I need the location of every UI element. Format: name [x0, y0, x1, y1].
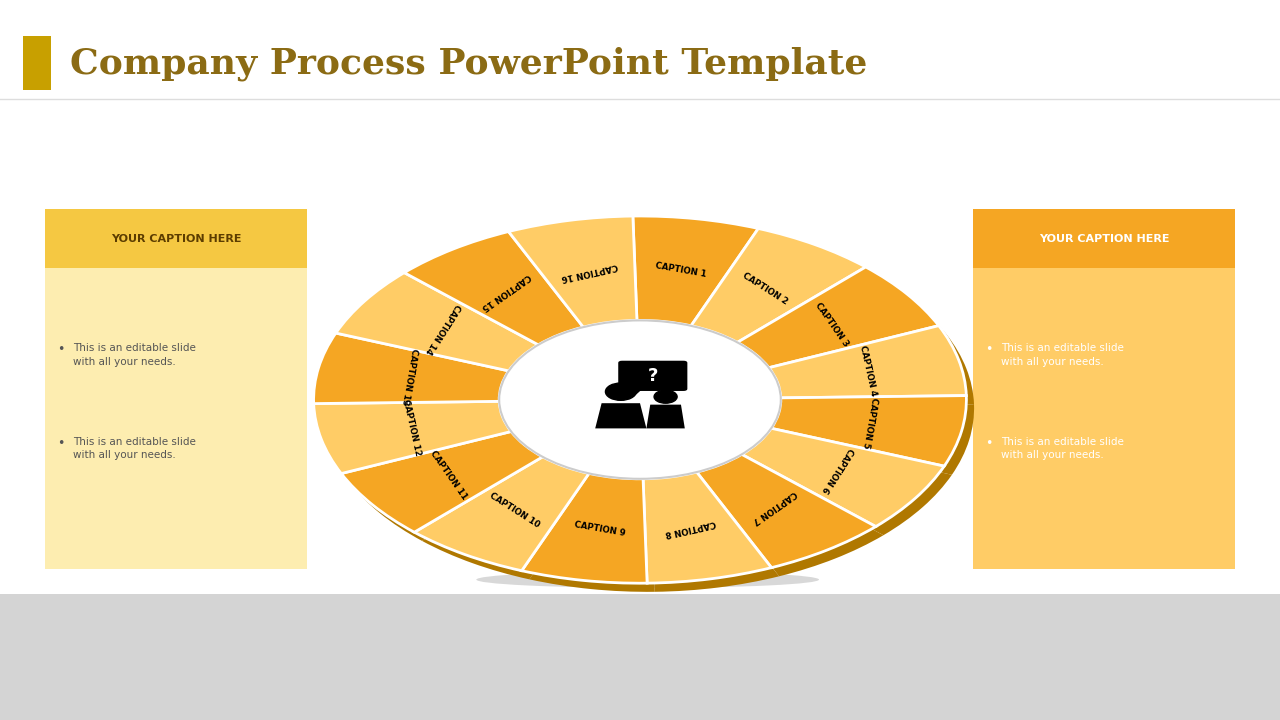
- Text: CAPTION 4: CAPTION 4: [858, 345, 878, 397]
- Wedge shape: [650, 481, 780, 592]
- Wedge shape: [530, 482, 655, 592]
- Wedge shape: [508, 216, 637, 327]
- Wedge shape: [321, 410, 518, 482]
- Wedge shape: [643, 472, 772, 583]
- Text: •: •: [58, 437, 65, 450]
- FancyBboxPatch shape: [973, 269, 1235, 569]
- Wedge shape: [415, 456, 589, 571]
- Wedge shape: [699, 237, 873, 351]
- Wedge shape: [314, 401, 511, 474]
- FancyBboxPatch shape: [618, 361, 687, 391]
- Text: CAPTION 2: CAPTION 2: [741, 271, 790, 307]
- Polygon shape: [646, 405, 685, 428]
- Text: CAPTION 5: CAPTION 5: [861, 396, 879, 449]
- FancyBboxPatch shape: [973, 209, 1235, 269]
- Text: Company Process PowerPoint Template: Company Process PowerPoint Template: [70, 46, 868, 81]
- Text: CAPTION 10: CAPTION 10: [488, 491, 541, 530]
- Text: This is an editable slide
with all your needs.: This is an editable slide with all your …: [73, 343, 196, 366]
- Text: CAPTION 8: CAPTION 8: [664, 518, 717, 538]
- Circle shape: [605, 383, 636, 400]
- Wedge shape: [342, 431, 543, 532]
- Text: CAPTION 11: CAPTION 11: [429, 449, 468, 501]
- Text: This is an editable slide
with all your needs.: This is an editable slide with all your …: [73, 437, 196, 461]
- Wedge shape: [412, 240, 591, 354]
- Text: CAPTION 12: CAPTION 12: [402, 399, 422, 457]
- Wedge shape: [691, 228, 865, 343]
- Wedge shape: [522, 474, 648, 583]
- Text: CAPTION 15: CAPTION 15: [480, 271, 532, 312]
- FancyBboxPatch shape: [45, 269, 307, 569]
- FancyBboxPatch shape: [23, 36, 51, 90]
- FancyBboxPatch shape: [45, 209, 307, 269]
- Text: •: •: [986, 343, 993, 356]
- Wedge shape: [516, 225, 645, 336]
- Wedge shape: [696, 454, 876, 567]
- Text: This is an editable slide
with all your needs.: This is an editable slide with all your …: [1001, 437, 1124, 461]
- Wedge shape: [780, 404, 974, 474]
- Wedge shape: [772, 395, 966, 466]
- Wedge shape: [749, 437, 952, 535]
- Wedge shape: [704, 463, 883, 576]
- Text: This is an editable slide
with all your needs.: This is an editable slide with all your …: [1001, 343, 1124, 366]
- Polygon shape: [595, 403, 646, 428]
- Text: CAPTION 16: CAPTION 16: [561, 261, 618, 282]
- Text: YOUR CAPTION HERE: YOUR CAPTION HERE: [1039, 233, 1169, 243]
- Text: CAPTION 6: CAPTION 6: [819, 446, 855, 495]
- Text: •: •: [58, 343, 65, 356]
- Wedge shape: [343, 282, 547, 379]
- Circle shape: [499, 320, 781, 479]
- Circle shape: [654, 390, 677, 403]
- Wedge shape: [335, 273, 539, 371]
- Wedge shape: [745, 276, 946, 377]
- Text: ?: ?: [648, 366, 658, 384]
- Text: CAPTION 13: CAPTION 13: [401, 348, 420, 406]
- Wedge shape: [422, 465, 596, 580]
- Wedge shape: [321, 342, 516, 413]
- Text: CAPTION 3: CAPTION 3: [813, 300, 850, 348]
- Wedge shape: [314, 333, 508, 404]
- Text: •: •: [986, 437, 993, 450]
- Wedge shape: [769, 325, 966, 398]
- Wedge shape: [404, 232, 584, 345]
- Wedge shape: [349, 440, 550, 541]
- Text: CAPTION 9: CAPTION 9: [573, 520, 626, 538]
- Text: CAPTION 1: CAPTION 1: [654, 261, 707, 279]
- Text: YOUR CAPTION HERE: YOUR CAPTION HERE: [111, 233, 241, 243]
- Wedge shape: [737, 267, 938, 368]
- Text: CAPTION 7: CAPTION 7: [750, 489, 797, 526]
- FancyBboxPatch shape: [0, 594, 1280, 720]
- Wedge shape: [741, 428, 945, 526]
- Wedge shape: [640, 225, 765, 334]
- Wedge shape: [632, 216, 758, 325]
- Text: CAPTION 14: CAPTION 14: [424, 302, 462, 356]
- Wedge shape: [777, 334, 974, 407]
- Ellipse shape: [476, 572, 819, 588]
